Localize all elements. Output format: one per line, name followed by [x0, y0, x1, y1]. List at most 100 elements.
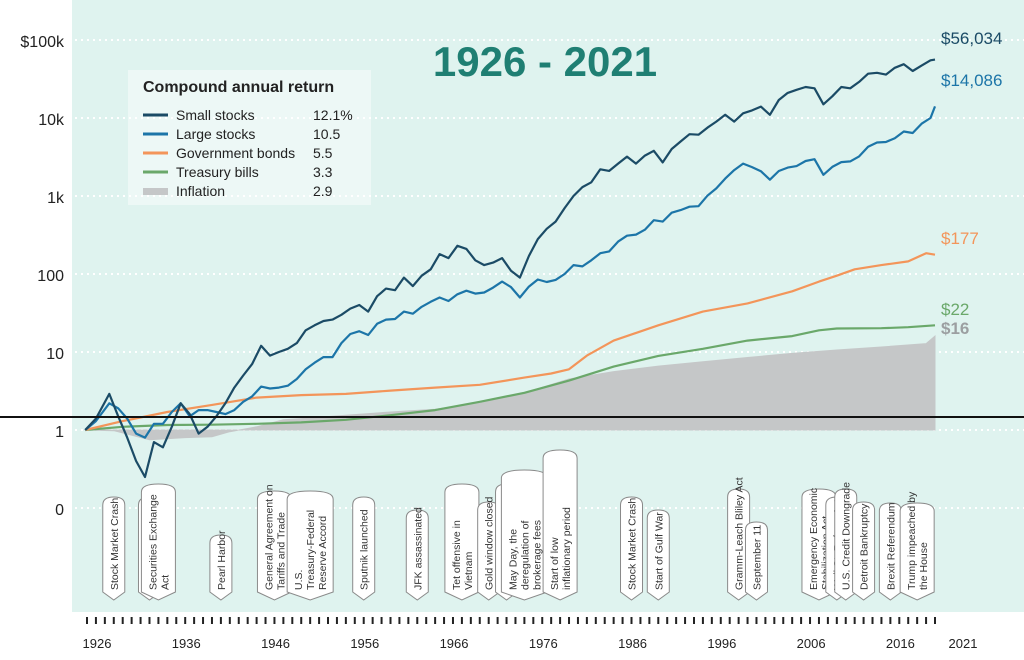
chart-title: 1926 - 2021	[433, 38, 657, 85]
event-callout: Stock Market Crash	[102, 496, 126, 601]
y-tick-label: 10k	[38, 112, 65, 129]
y-tick-label: $100k	[20, 34, 65, 51]
legend-box	[128, 70, 371, 205]
event-callout-box	[620, 496, 644, 601]
event-callout: Start of lowinflationary period	[542, 449, 578, 601]
event-callout: May Day, thederegulation ofbrokerage fee…	[500, 469, 548, 601]
end-label: $177	[941, 229, 979, 248]
event-callout: Tet offensive inVietnam	[444, 483, 480, 601]
legend-return: 5.5	[313, 145, 333, 161]
event-callout: U.S. Credit Downgrade	[834, 482, 858, 601]
y-tick-label: 0	[55, 502, 64, 519]
event-callout-box	[286, 490, 334, 601]
series-small-stocks-line	[84, 58, 936, 479]
x-tick-label: 1956	[350, 636, 379, 651]
event-callout: Trump impeached bythe House	[899, 491, 935, 601]
legend-return: 3.3	[313, 164, 333, 180]
event-label: JFK assassinated	[412, 507, 424, 590]
event-label: Stock Market Crash	[109, 498, 121, 590]
x-tick-label: 1926	[83, 636, 112, 651]
event-label: Trump impeached bythe House	[906, 491, 930, 590]
event-callout: General Agreement onTariffs and Trade	[256, 484, 292, 601]
series-treasury-bills-line	[85, 324, 936, 432]
legend-swatch	[143, 188, 168, 195]
event-callout: Sputnik launched	[352, 496, 376, 601]
event-callout: September 11	[744, 521, 768, 601]
event-label: Pearl Harbor	[216, 530, 228, 590]
legend: Compound annual return Small stocks 12.1% L…	[128, 70, 371, 205]
event-callout-box	[542, 449, 578, 601]
event-callout: Gramm-Leach Bliley Act	[727, 477, 751, 601]
event-callout: Stock Market Crash	[620, 496, 644, 601]
event-callout-box	[209, 534, 233, 601]
end-label: $14,086	[941, 71, 1002, 90]
x-tick-label: 2016	[886, 636, 915, 651]
event-callout: U.S.Treasury-FederalReserve Accord	[286, 490, 334, 601]
end-labels: $56,034 $14,086 $177 $22$16	[941, 29, 1002, 338]
x-tick-label: 1976	[529, 636, 558, 651]
end-label: $56,034	[941, 29, 1002, 48]
event-callout-box	[405, 509, 429, 601]
y-tick-label: 10	[46, 346, 64, 363]
legend-label: Small stocks	[176, 107, 255, 123]
end-label: $16	[941, 319, 969, 338]
series-government-bonds-line	[84, 252, 936, 432]
x-axis: 1926 1936 1946 1956 1966 1976 1986 1996 2006 2016…	[83, 617, 978, 651]
y-tick-label: 100	[37, 268, 64, 285]
legend-return: 2.9	[313, 183, 333, 199]
y-tick-label: 1	[55, 424, 64, 441]
end-label: $22	[941, 300, 969, 319]
event-label: Gold window closed	[484, 496, 496, 590]
event-callout: Pearl Harbor	[209, 530, 233, 601]
x-tick-label: 1936	[172, 636, 201, 651]
event-label: U.S. Credit Downgrade	[841, 482, 853, 590]
series-large-stocks-line	[84, 106, 937, 439]
event-callout-box	[646, 509, 670, 601]
event-callout-box	[727, 488, 751, 601]
event-callout-box	[899, 502, 935, 601]
event-callout: JFK assassinated	[405, 507, 429, 601]
y-tick-label: 1k	[47, 190, 65, 207]
event-label: Gramm-Leach Bliley Act	[734, 477, 746, 590]
event-label: General Agreement onTariffs and Trade	[263, 484, 287, 590]
x-tick-label: 1986	[618, 636, 647, 651]
event-callout: Brexit Referendum	[878, 502, 902, 601]
event-callout-box	[352, 496, 376, 601]
event-callout-box	[834, 488, 858, 601]
event-callout: Detroit Bankruptcy	[852, 501, 876, 601]
event-label: Stock Market Crash	[627, 498, 639, 590]
event-callout: Start of Gulf War	[646, 509, 670, 601]
event-label: May Day, thederegulation ofbrokerage fee…	[507, 520, 543, 590]
event-callout-box	[444, 483, 480, 601]
legend-label: Government bonds	[176, 145, 295, 161]
legend-label: Treasury bills	[176, 164, 259, 180]
event-callouts: Stock Market CrashGlass-Steagall ActSecu…	[102, 449, 935, 601]
event-label: U.S.Treasury-FederalReserve Accord	[293, 510, 329, 590]
legend-label: Inflation	[176, 183, 225, 199]
event-callout-box	[744, 521, 768, 601]
x-tick-label: 1946	[261, 636, 290, 651]
event-callout: Securities ExchangeAct	[140, 483, 176, 601]
event-label: Tet offensive inVietnam	[451, 520, 475, 590]
x-tick-label: 2021	[949, 636, 978, 651]
event-callout-box	[102, 496, 126, 601]
x-tick-label: 1966	[440, 636, 469, 651]
event-callout-box	[852, 501, 876, 601]
event-label: Detroit Bankruptcy	[859, 503, 871, 590]
event-label: Brexit Referendum	[885, 502, 897, 590]
event-label: Start of lowinflationary period	[549, 507, 573, 590]
event-callout-box	[140, 483, 176, 601]
legend-return: 10.5	[313, 126, 340, 142]
series-lines	[84, 58, 937, 479]
event-label: Securities ExchangeAct	[147, 494, 171, 590]
event-label: Start of Gulf War	[653, 512, 665, 590]
x-tick-label: 1996	[707, 636, 736, 651]
legend-title: Compound annual return	[143, 79, 334, 96]
legend-label: Large stocks	[176, 126, 255, 142]
event-label: Sputnik launched	[359, 509, 371, 590]
event-callout: Gold window closed	[477, 496, 501, 601]
legend-return: 12.1%	[313, 107, 353, 123]
x-tick-label: 2006	[797, 636, 826, 651]
